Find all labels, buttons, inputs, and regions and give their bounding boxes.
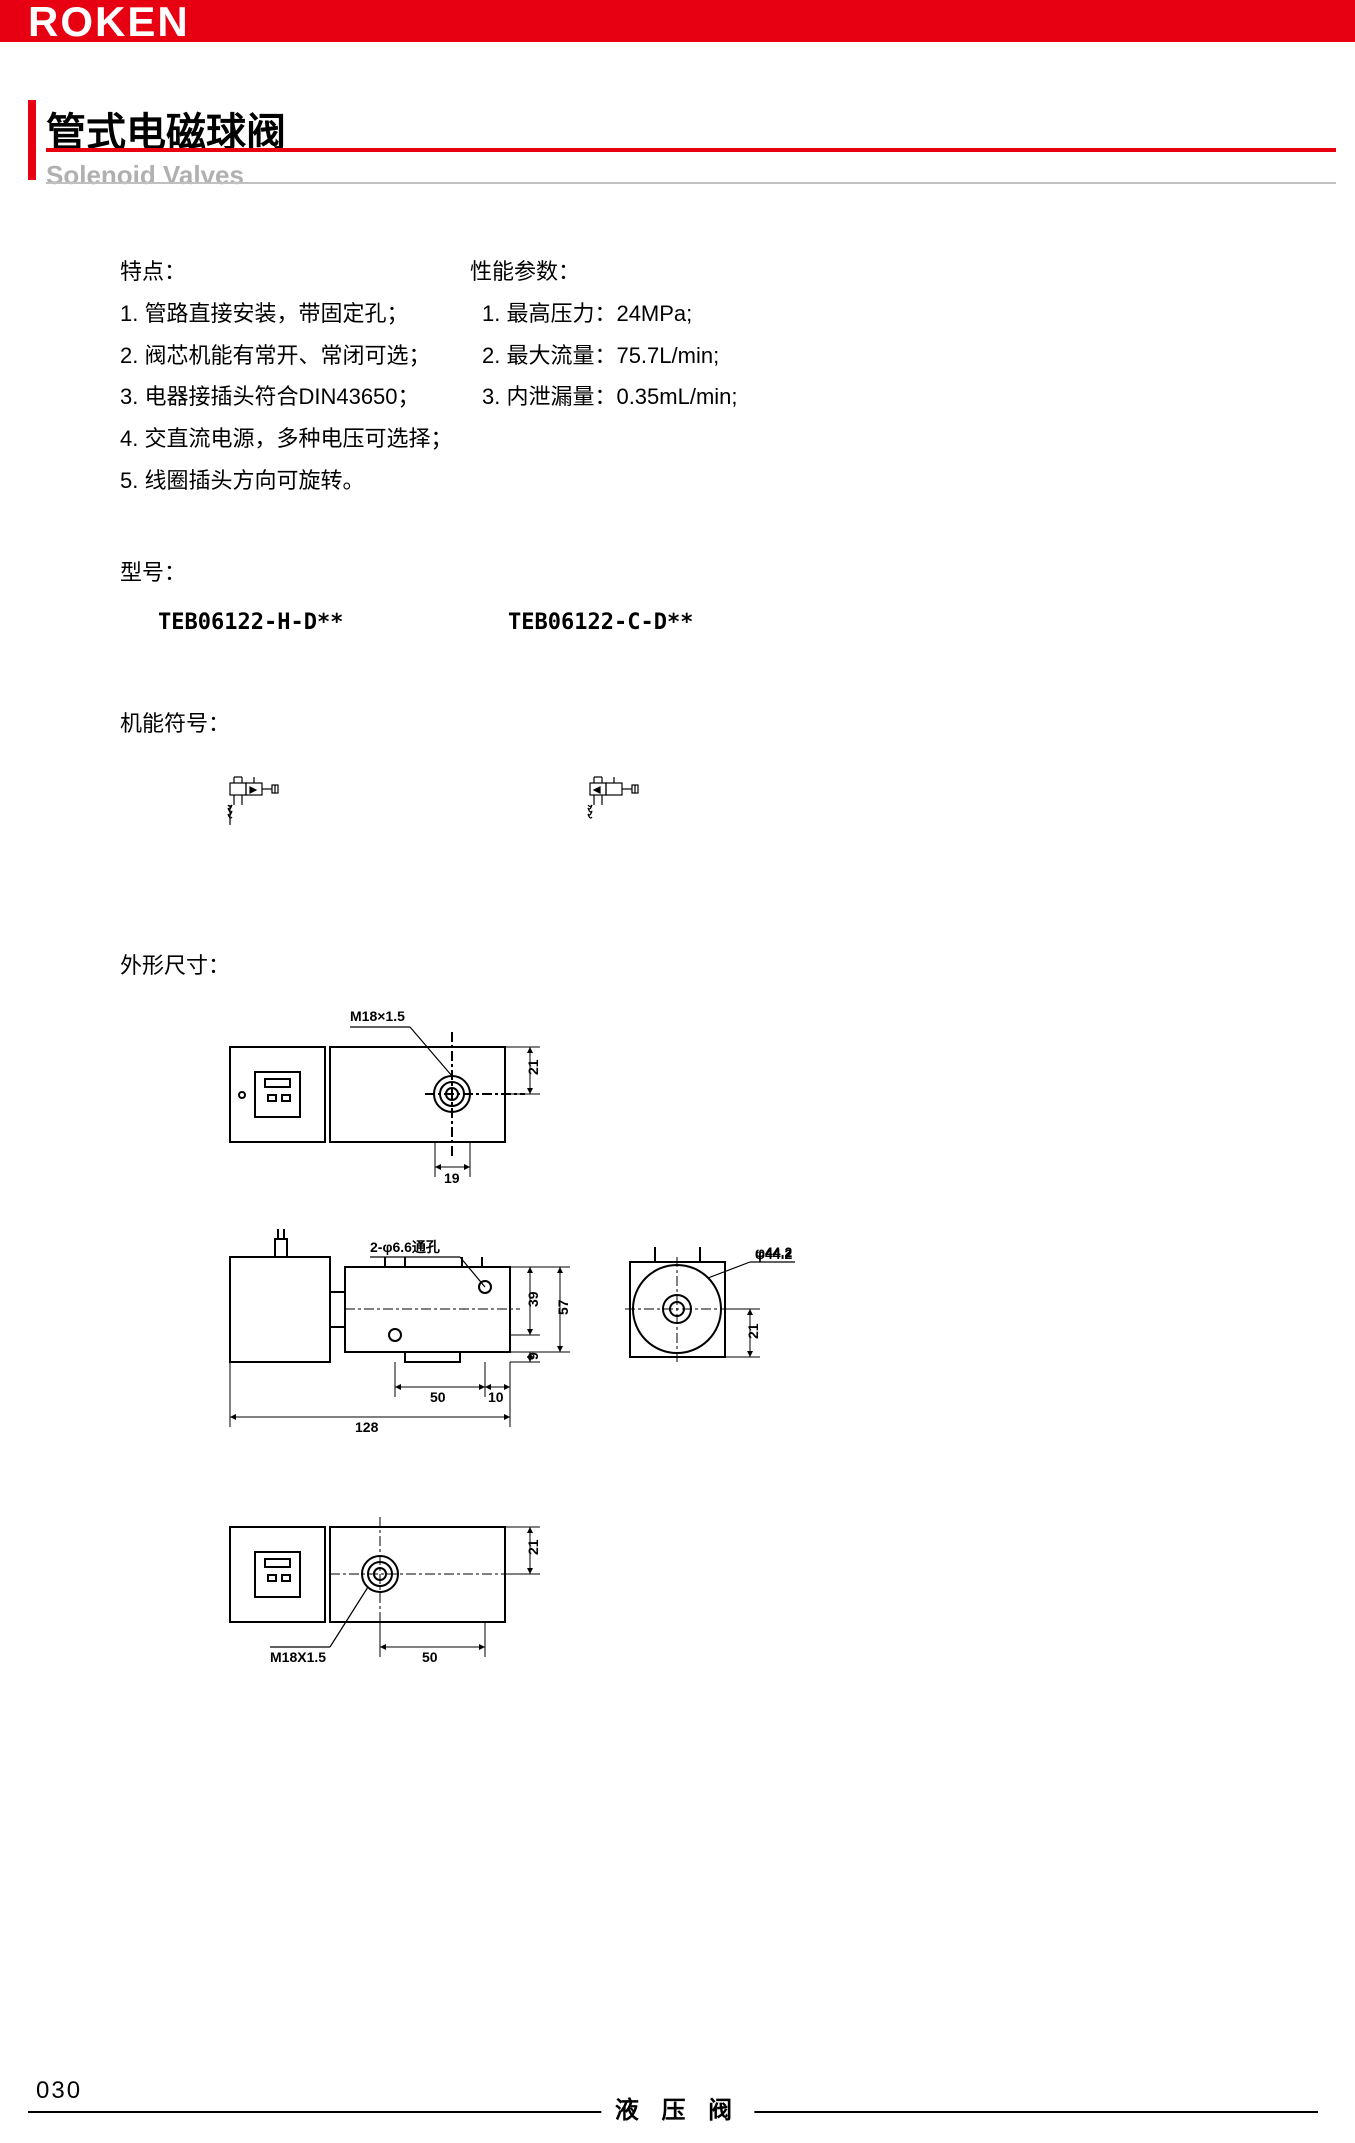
title-block: 管式电磁球阀 Solenoid Valves bbox=[28, 100, 1355, 191]
dim-thread: M18×1.5 bbox=[350, 1008, 405, 1024]
symbol-row bbox=[120, 775, 1355, 845]
feature-item: 1. 管路直接安装，带固定孔； bbox=[120, 293, 470, 335]
brand-logo: ROKEN bbox=[28, 0, 190, 46]
title-en: Solenoid Valves bbox=[46, 160, 1355, 191]
params-column: 性能参数： 1. 最高压力：24MPa; 2. 最大流量：75.7L/min; … bbox=[470, 251, 738, 502]
features-column: 特点： 1. 管路直接安装，带固定孔； 2. 阀芯机能有常开、常闭可选； 3. … bbox=[120, 251, 470, 502]
dim-21b: 21 bbox=[745, 1323, 761, 1339]
dim-21c: 21 bbox=[525, 1539, 541, 1555]
dim-39: 39 bbox=[525, 1291, 541, 1307]
title-underline-gray bbox=[46, 182, 1336, 184]
features-params-row: 特点： 1. 管路直接安装，带固定孔； 2. 阀芯机能有常开、常闭可选； 3. … bbox=[120, 251, 1355, 502]
param-item: 1. 最高压力：24MPa; bbox=[470, 293, 738, 335]
hydraulic-symbol-h bbox=[220, 775, 290, 845]
params-heading: 性能参数： bbox=[470, 251, 738, 293]
content-body: 特点： 1. 管路直接安装，带固定孔； 2. 阀芯机能有常开、常闭可选； 3. … bbox=[120, 251, 1355, 1787]
title-underline-red bbox=[46, 148, 1336, 152]
dim-57: 57 bbox=[555, 1299, 571, 1315]
dim-21: 21 bbox=[525, 1059, 541, 1075]
param-item: 3. 内泄漏量：0.35mL/min; bbox=[470, 376, 738, 418]
dimension-drawing: M18×1.5 21 19 2-φ6.6通孔 bbox=[200, 1007, 900, 1787]
header-band: ROKEN bbox=[0, 0, 1355, 42]
symbol-heading: 机能符号： bbox=[120, 703, 1355, 745]
model-row: TEB06122-H-D** TEB06122-C-D** bbox=[120, 602, 1355, 644]
dimensions-heading: 外形尺寸： bbox=[120, 945, 1355, 987]
feature-item: 3. 电器接插头符合DIN43650； bbox=[120, 376, 470, 418]
model-b: TEB06122-C-D** bbox=[508, 602, 693, 644]
dim-10: 10 bbox=[488, 1389, 504, 1405]
hydraulic-symbol-c bbox=[580, 775, 650, 845]
dim-holes: 2-φ6.6通孔 bbox=[370, 1239, 440, 1255]
feature-item: 2. 阀芯机能有常开、常闭可选； bbox=[120, 335, 470, 377]
feature-item: 4. 交直流电源，多种电压可选择； bbox=[120, 418, 470, 460]
dim-128: 128 bbox=[355, 1419, 379, 1435]
dim-50: 50 bbox=[430, 1389, 446, 1405]
model-heading: 型号： bbox=[120, 552, 1355, 594]
title-accent-bar bbox=[28, 100, 36, 180]
feature-item: 5. 线圈插头方向可旋转。 bbox=[120, 460, 470, 502]
page-number: 030 bbox=[36, 2077, 82, 2105]
model-a: TEB06122-H-D** bbox=[158, 602, 508, 644]
dim-thread2: M18X1.5 bbox=[270, 1649, 326, 1665]
dim-50b: 50 bbox=[422, 1649, 438, 1665]
dim-19: 19 bbox=[444, 1170, 460, 1186]
features-heading: 特点： bbox=[120, 251, 470, 293]
dim-diam2: φ44.2 bbox=[755, 1246, 792, 1262]
footer-label: 液 压 阀 bbox=[601, 2090, 754, 2125]
param-item: 2. 最大流量：75.7L/min; bbox=[470, 335, 738, 377]
dim-9: 9 bbox=[525, 1352, 541, 1360]
